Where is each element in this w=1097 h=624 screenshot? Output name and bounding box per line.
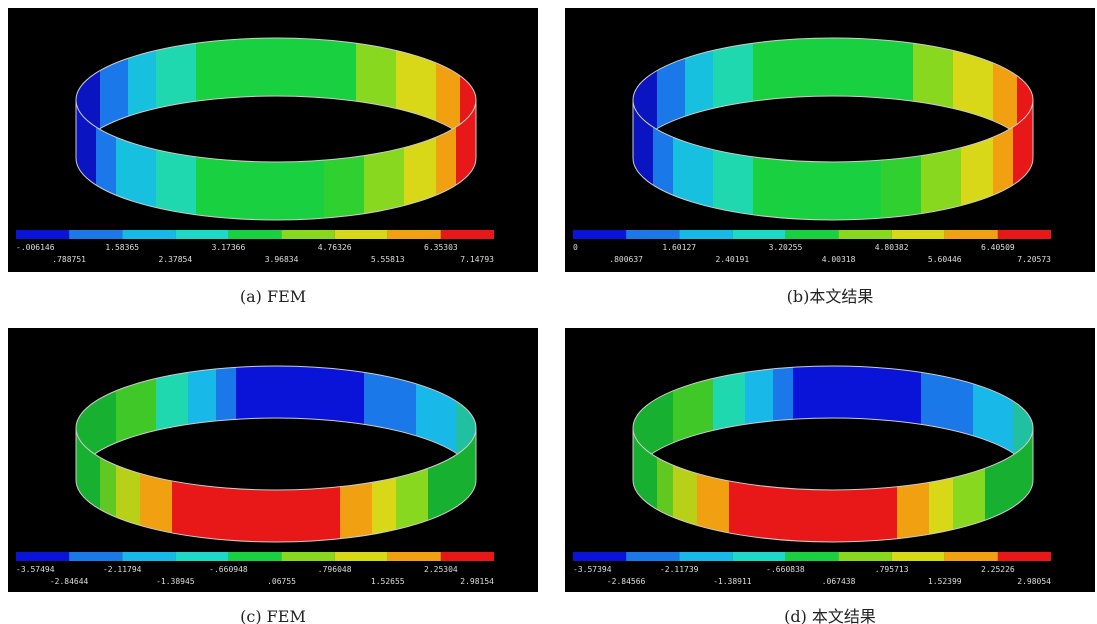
colorbar-label: .800637 bbox=[609, 255, 643, 264]
colorbar-label: -1.38911 bbox=[713, 577, 752, 586]
colorbar-label: 4.80382 bbox=[875, 243, 909, 252]
colorbar-label: 3.96834 bbox=[265, 255, 299, 264]
colorbar-label: 0 bbox=[573, 243, 578, 252]
colorbar-swatch bbox=[732, 552, 785, 561]
colorbar-label: 7.14793 bbox=[460, 255, 494, 264]
colorbar-swatch bbox=[335, 552, 388, 561]
colorbar-label: -2.84644 bbox=[50, 577, 89, 586]
colorbar-swatch bbox=[785, 552, 838, 561]
colorbar-label: 6.35303 bbox=[424, 243, 458, 252]
colorbar-swatch bbox=[573, 552, 626, 561]
colorbar-swatch bbox=[175, 552, 228, 561]
colorbar-label: 5.60446 bbox=[928, 255, 962, 264]
colorbar-label: -3.57494 bbox=[16, 565, 55, 574]
colorbar-swatch bbox=[69, 552, 122, 561]
colorbar-swatch bbox=[16, 552, 69, 561]
colorbar-label: 2.40191 bbox=[715, 255, 749, 264]
colorbar-swatch bbox=[282, 552, 335, 561]
caption: (d) 本文结果 bbox=[784, 607, 876, 624]
colorbar-label: 6.40509 bbox=[981, 243, 1015, 252]
colorbar-label: 3.20255 bbox=[769, 243, 803, 252]
colorbar-label: 1.52655 bbox=[371, 577, 405, 586]
colorbar-swatch bbox=[228, 552, 281, 561]
colorbar-label: -2.11794 bbox=[103, 565, 142, 574]
caption: (c) FEM bbox=[240, 607, 306, 624]
colorbar-swatch bbox=[69, 230, 122, 239]
colorbar-label: 1.58365 bbox=[105, 243, 139, 252]
colorbar-swatch bbox=[839, 230, 892, 239]
colorbar-label: -2.11739 bbox=[660, 565, 699, 574]
caption: (a) FEM bbox=[240, 287, 306, 306]
colorbar-label: 4.00318 bbox=[822, 255, 856, 264]
colorbar-swatch bbox=[892, 552, 945, 561]
colorbar-label: .06755 bbox=[267, 577, 296, 586]
colorbar-swatch bbox=[892, 230, 945, 239]
panel: -3.57494 -2.84644 -2.11794 -1.38945 -.660948… bbox=[8, 328, 538, 592]
colorbar-swatch bbox=[335, 230, 388, 239]
figure: -.006146 .788751 1.58365 2.37854 3.17366 3.96… bbox=[0, 0, 1097, 624]
colorbar-label: -2.84566 bbox=[607, 577, 646, 586]
colorbar-label: .796048 bbox=[318, 565, 352, 574]
colorbar-swatch bbox=[573, 230, 626, 239]
panel: -3.57394 -2.84566 -2.11739 -1.38911 -.660838… bbox=[565, 328, 1095, 592]
colorbar-label: 1.60127 bbox=[662, 243, 696, 252]
colorbar-swatch bbox=[175, 230, 228, 239]
colorbar-swatch bbox=[228, 230, 281, 239]
colorbar-swatch bbox=[122, 552, 175, 561]
colorbar-label: 1.52399 bbox=[928, 577, 962, 586]
colorbar-label: 4.76326 bbox=[318, 243, 352, 252]
colorbar-swatch bbox=[732, 230, 785, 239]
colorbar-label: 7.20573 bbox=[1017, 255, 1051, 264]
colorbar-swatch bbox=[626, 552, 679, 561]
colorbar-label: 2.98154 bbox=[460, 577, 494, 586]
colorbar-swatch bbox=[122, 230, 175, 239]
colorbar-swatch bbox=[388, 230, 441, 239]
colorbar-label: .795713 bbox=[875, 565, 909, 574]
colorbar-label: -.660838 bbox=[766, 565, 805, 574]
colorbar-swatch bbox=[998, 552, 1051, 561]
colorbar-swatch bbox=[626, 230, 679, 239]
colorbar-label: 3.17366 bbox=[212, 243, 246, 252]
colorbar-label: .067438 bbox=[822, 577, 856, 586]
colorbar-swatch bbox=[785, 230, 838, 239]
colorbar-swatch bbox=[998, 230, 1051, 239]
colorbar-swatch bbox=[839, 552, 892, 561]
colorbar-swatch bbox=[945, 552, 998, 561]
colorbar-swatch bbox=[441, 230, 494, 239]
panel: 0 .800637 1.60127 2.40191 3.20255 4.00318 4.80… bbox=[565, 8, 1095, 272]
colorbar-swatch bbox=[679, 230, 732, 239]
colorbar-label: -1.38945 bbox=[156, 577, 195, 586]
colorbar-swatch bbox=[16, 230, 69, 239]
colorbar-swatch bbox=[679, 552, 732, 561]
colorbar-swatch bbox=[945, 230, 998, 239]
colorbar-label: -3.57394 bbox=[573, 565, 612, 574]
colorbar-label: 2.37854 bbox=[158, 255, 192, 264]
colorbar-swatch bbox=[388, 552, 441, 561]
colorbar-label: -.660948 bbox=[209, 565, 248, 574]
colorbar-label: .788751 bbox=[52, 255, 86, 264]
colorbar-label: 2.25226 bbox=[981, 565, 1015, 574]
colorbar-label: 5.55813 bbox=[371, 255, 405, 264]
colorbar-label: 2.25304 bbox=[424, 565, 458, 574]
colorbar-label: 2.98054 bbox=[1017, 577, 1051, 586]
colorbar-swatch bbox=[282, 230, 335, 239]
colorbar-swatch bbox=[441, 552, 494, 561]
colorbar-label: -.006146 bbox=[16, 243, 55, 252]
panel: -.006146 .788751 1.58365 2.37854 3.17366 3.96… bbox=[8, 8, 538, 272]
caption: (b)本文结果 bbox=[787, 287, 874, 306]
